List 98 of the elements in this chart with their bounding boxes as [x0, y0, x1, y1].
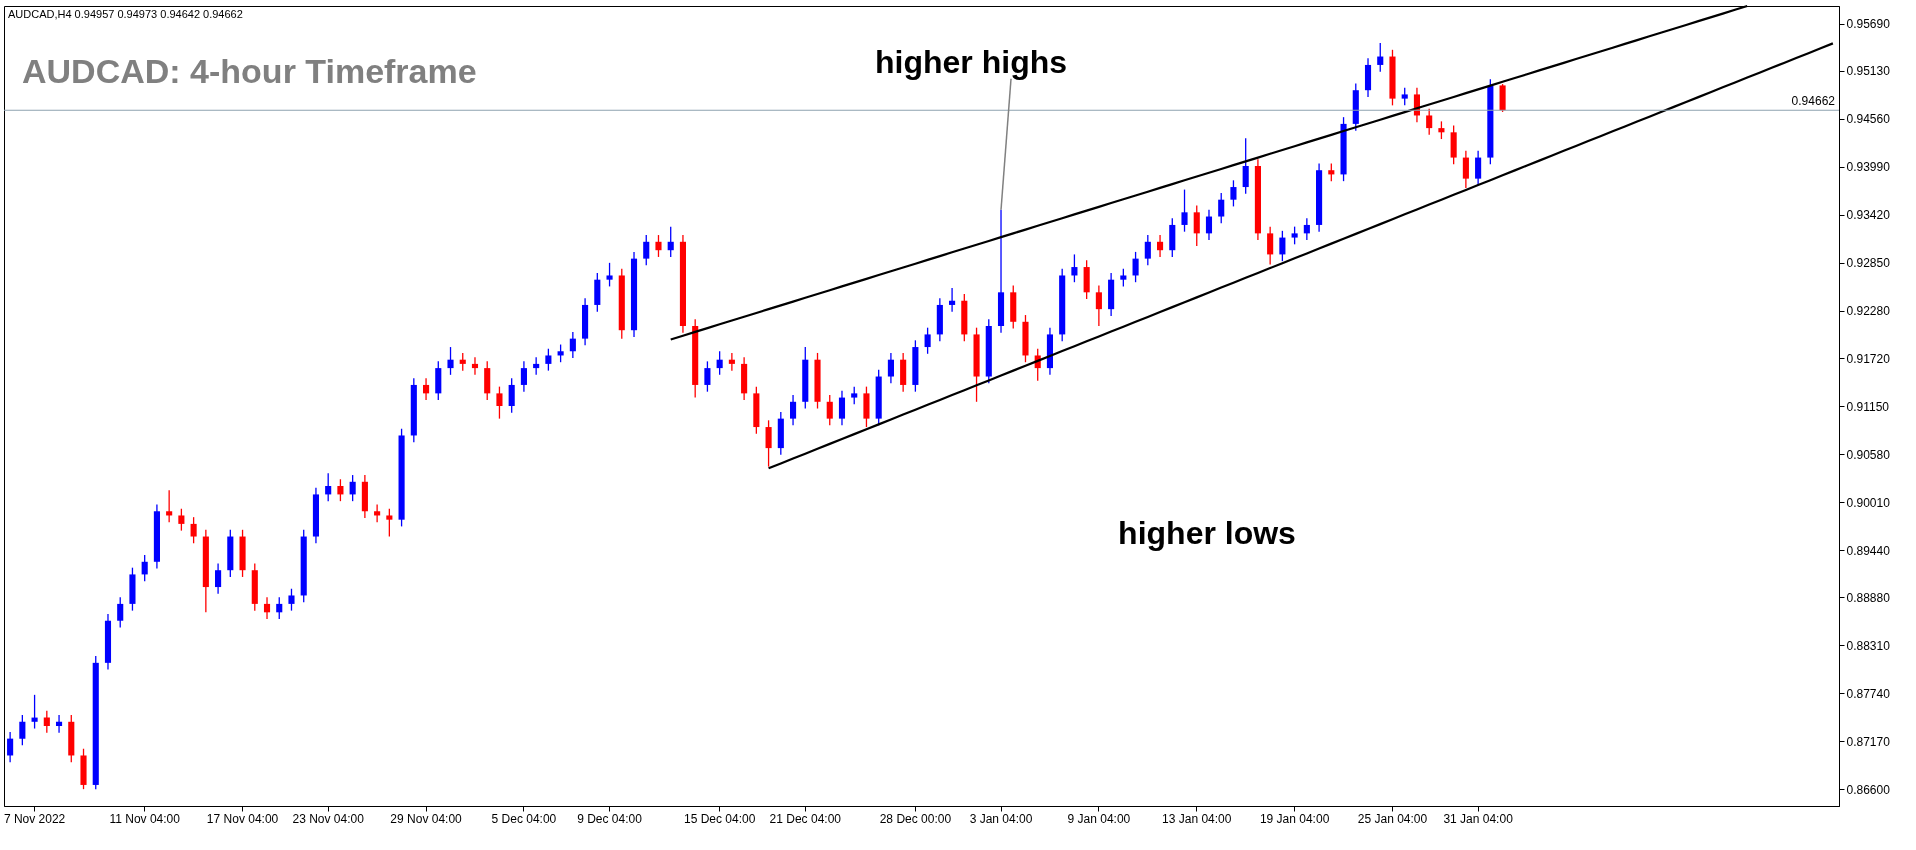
candlestick [1218, 192, 1225, 224]
candlestick [655, 234, 662, 258]
x-tick-label: 23 Nov 04:00 [292, 811, 365, 826]
candlestick [1132, 251, 1139, 283]
candlestick [215, 562, 222, 595]
x-tick-label: 13 Jan 04:00 [1162, 811, 1232, 826]
candlestick [1426, 108, 1433, 136]
candlestick [716, 350, 723, 376]
candlestick [496, 385, 503, 420]
candlestick [386, 508, 393, 538]
candlestick [1095, 284, 1102, 327]
candlestick [508, 377, 515, 414]
candlestick [190, 516, 197, 544]
candlestick [838, 390, 846, 427]
candlestick [447, 346, 454, 376]
y-tick-label: 0.94560 [1846, 112, 1891, 127]
y-tick-label: 0.88310 [1846, 638, 1891, 653]
candlestick [374, 503, 381, 523]
annotation: higher highs [875, 43, 1068, 80]
x-tick-label: 28 Dec 00:00 [879, 811, 952, 826]
y-tick-label: 0.91720 [1846, 351, 1891, 366]
y-tick-label: 0.90010 [1846, 495, 1891, 510]
x-tick-label: 15 Dec 04:00 [683, 811, 756, 826]
candlestick [1230, 179, 1237, 208]
x-tick-label: 11 Nov 04:00 [109, 811, 181, 826]
candlestick [263, 596, 271, 620]
candlestick [1156, 234, 1164, 258]
y-tick-label: 0.93420 [1846, 208, 1891, 223]
y-tick-label: 0.92850 [1846, 256, 1891, 271]
candlestick [7, 731, 14, 763]
candlestick [337, 478, 344, 502]
x-tick-label: 25 Jan 04:00 [1357, 811, 1428, 826]
candlestick [1462, 150, 1469, 189]
candlestick [325, 472, 332, 502]
candlestick [1193, 204, 1200, 247]
candlestick [924, 327, 931, 355]
y-tick-label: 0.87740 [1846, 686, 1891, 701]
candlestick [728, 352, 735, 372]
candlestick [826, 394, 833, 427]
candlestick [545, 348, 552, 372]
y-tick-label: 0.89440 [1846, 543, 1891, 558]
candlestick [1377, 42, 1384, 73]
candlestick [789, 394, 797, 427]
y-tick-label: 0.95130 [1846, 64, 1891, 79]
x-tick-label: 21 Dec 04:00 [769, 811, 842, 826]
candlestick [43, 710, 50, 734]
candlestick [949, 287, 956, 313]
candlestick [1279, 230, 1286, 262]
candlestick [178, 508, 185, 532]
y-tick-label: 0.90580 [1846, 447, 1891, 462]
y-tick-label: 0.86600 [1846, 782, 1891, 797]
candlestick [1205, 209, 1213, 241]
annotation: higher lows [1118, 515, 1296, 551]
candlestick [141, 554, 148, 582]
candlestick [1071, 253, 1078, 283]
candlestick [1144, 234, 1151, 267]
candlestick [1181, 188, 1188, 233]
x-tick-label: 17 Nov 04:00 [206, 811, 279, 826]
candlestick [471, 356, 479, 376]
candlestick [276, 596, 283, 620]
candlestick [1303, 217, 1310, 241]
x-tick-label: 9 Dec 04:00 [577, 811, 643, 826]
candlestick [704, 360, 711, 393]
y-tick-label: 0.92280 [1846, 304, 1891, 319]
y-tick-label: 0.87170 [1846, 734, 1891, 749]
x-tick-label: 19 Jan 04:00 [1259, 811, 1330, 826]
candlestick [422, 377, 430, 401]
x-tick-label: 7 Nov 2022 [3, 811, 66, 826]
x-tick-label: 3 Jan 04:00 [969, 811, 1033, 826]
x-tick-label: 29 Nov 04:00 [390, 811, 463, 826]
line-series [767, 42, 1834, 470]
annotation: AUDCAD,H4 0.94957 0.94973 0.94642 0.94662 [8, 8, 243, 20]
candlestick [55, 714, 63, 734]
candlestick [31, 694, 38, 730]
ref-line-label: 0.94662 [1791, 94, 1836, 109]
candlestick [606, 262, 613, 288]
candlestick [19, 714, 26, 747]
y-tick-label: 0.93990 [1846, 160, 1891, 175]
candlestick [288, 588, 295, 612]
candlestick [1475, 150, 1482, 187]
y-tick-label: 0.88880 [1846, 590, 1891, 605]
y-tick-label: 0.91150 [1846, 399, 1890, 414]
candlestick [520, 360, 527, 393]
candlestick [1242, 137, 1249, 195]
x-tick-label: 9 Jan 04:00 [1067, 811, 1131, 826]
x-tick-label: 31 Jan 04:00 [1443, 811, 1514, 826]
y-tick-label: 0.95690 [1846, 17, 1891, 32]
x-tick-label: 5 Dec 04:00 [491, 811, 557, 826]
text: AUDCAD: 4-hour Timeframe [22, 52, 477, 90]
candlestick [643, 234, 650, 267]
candlestick [765, 419, 772, 468]
candlestick [667, 225, 674, 258]
candlestick [166, 489, 173, 523]
candlestick [569, 331, 576, 359]
candlestick [349, 474, 356, 502]
candlestick [1267, 225, 1274, 266]
candlestick [117, 596, 124, 629]
candlestick [887, 352, 894, 384]
